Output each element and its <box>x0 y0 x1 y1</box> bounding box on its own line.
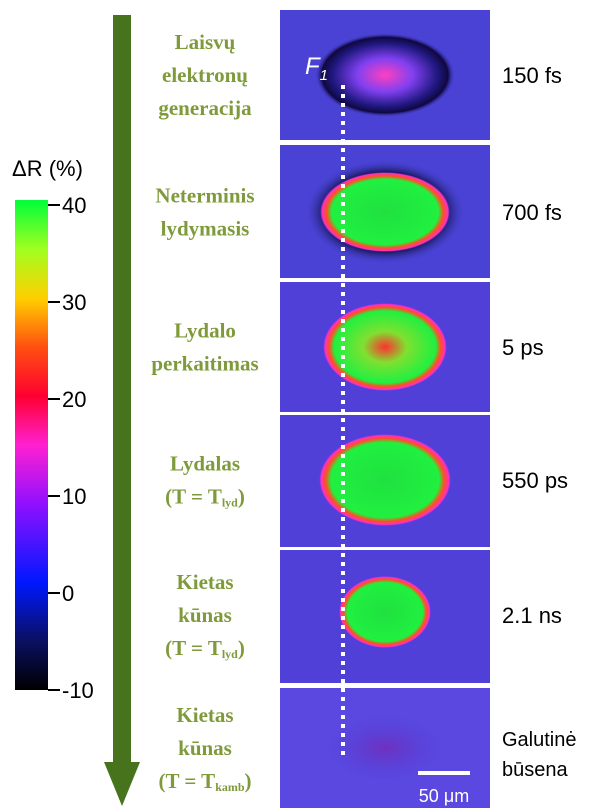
time-label: būsena <box>502 759 568 781</box>
stage-text: (T = T <box>165 636 222 660</box>
colorbar-tick-label: -10 <box>62 678 94 703</box>
stage-text: generacija <box>158 96 252 120</box>
colorbar-tick-label: 40 <box>62 193 86 218</box>
stage-label: perkaitimas <box>151 352 258 376</box>
stage-text: elektronų <box>162 63 248 87</box>
stage-sub: kamb <box>215 780 245 794</box>
stage-label: generacija <box>158 96 252 120</box>
colorbar <box>15 200 48 690</box>
colorbar-tick-label: 0 <box>62 581 74 606</box>
pointer-sub: 1 <box>320 67 328 84</box>
colorbar-tick-label: 30 <box>62 290 86 315</box>
stage-label: Laisvų <box>175 30 236 54</box>
stage-text: Lydalas <box>170 452 240 476</box>
time-label: 550 ps <box>502 468 568 493</box>
stage-label: (T = Tkamb) <box>158 769 251 794</box>
scale-bar-label: 50 μm <box>419 786 469 806</box>
time-label: Galutinė <box>502 729 577 751</box>
stage-tail: ) <box>238 485 245 509</box>
pointer-label: F1 <box>305 53 328 84</box>
stage-label: kūnas <box>178 736 232 760</box>
time-label: 5 ps <box>502 335 544 360</box>
stage-tail: ) <box>238 636 245 660</box>
stage-text: kūnas <box>178 736 232 760</box>
stage-label: Lydalas <box>170 452 240 476</box>
stage-tail: ) <box>245 769 252 793</box>
stage-text: lydymasis <box>161 217 250 241</box>
time-label: 700 fs <box>502 200 562 225</box>
time-label: 150 fs <box>502 63 562 88</box>
colorbar-title: ΔR (%) <box>12 156 83 181</box>
stage-text: Kietas <box>176 703 233 727</box>
stage-text: Kietas <box>176 570 233 594</box>
stage-label: Neterminis <box>155 184 254 208</box>
stage-text: (T = T <box>165 485 222 509</box>
panels <box>280 10 490 808</box>
stage-label: elektronų <box>162 63 248 87</box>
stage-text: (T = T <box>158 769 215 793</box>
stage-text: Neterminis <box>155 184 254 208</box>
arrow-head <box>104 762 140 806</box>
time-label: 2.1 ns <box>502 603 562 628</box>
time-arrow <box>113 15 131 767</box>
stage-text: Laisvų <box>175 30 236 54</box>
pointer-text: F <box>305 53 321 80</box>
stage-sub: lyd <box>222 496 238 510</box>
stage-label: kūnas <box>178 603 232 627</box>
stage-sub: lyd <box>222 647 238 661</box>
stage-label: Lydalo <box>174 319 236 343</box>
stage-text: perkaitimas <box>151 352 258 376</box>
stage-label: (T = Tlyd) <box>165 636 245 661</box>
stage-text: Lydalo <box>174 319 236 343</box>
stage-label: (T = Tlyd) <box>165 485 245 510</box>
stage-label: Kietas <box>176 703 233 727</box>
colorbar-tick-label: 20 <box>62 387 86 412</box>
stage-label: Kietas <box>176 570 233 594</box>
colorbar-tick-label: 10 <box>62 484 86 509</box>
stage-text: kūnas <box>178 603 232 627</box>
stage-label: lydymasis <box>161 217 250 241</box>
